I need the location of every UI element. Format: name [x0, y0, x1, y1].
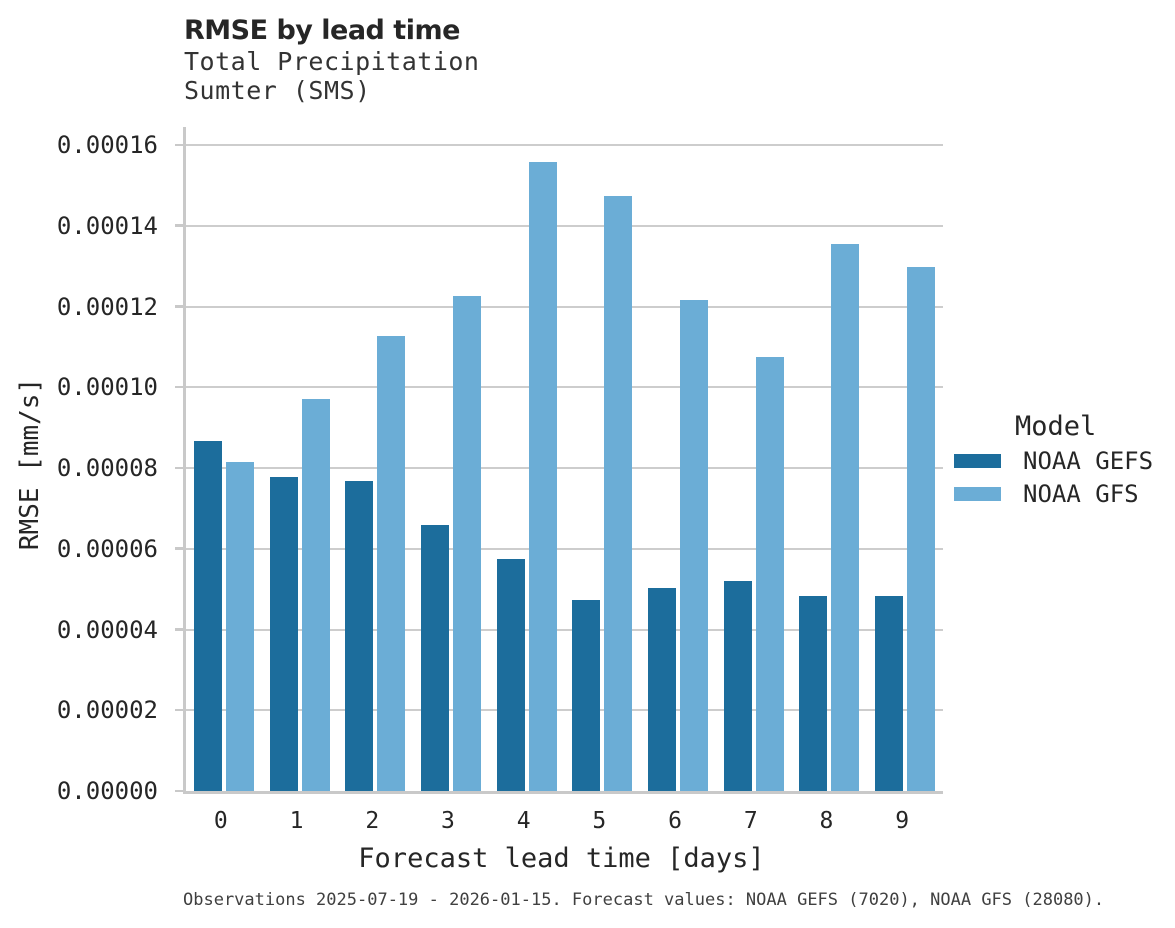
- x-tick-label-3: 3: [441, 808, 455, 834]
- legend-label-gefs: NOAA GEFS: [1023, 446, 1154, 475]
- bar-noaa-gfs-day5: [604, 196, 633, 791]
- x-tick-label-8: 8: [819, 808, 834, 834]
- bar-noaa-gfs-day9: [907, 267, 936, 791]
- bar-noaa-gefs-day3: [420, 524, 449, 791]
- chart-subtitle-line1: Total Precipitation: [184, 47, 480, 76]
- y-axis-tick-labels: 0.00000 0.00002 0.00004 0.00006 0.00008 0.000…: [0, 127, 160, 804]
- y-tick-label-0.00000: 0.00000: [56, 777, 158, 805]
- bar-noaa-gefs-day1: [269, 476, 298, 791]
- plot-area: [175, 127, 943, 794]
- gridline-0.00010: [186, 386, 943, 389]
- bar-noaa-gfs-day6: [680, 300, 709, 791]
- x-tick-label-1: 1: [289, 808, 304, 834]
- caption: Observations 2025-07-19 - 2026-01-15. Fo…: [183, 890, 1105, 910]
- gridline-0.00006: [186, 547, 943, 550]
- y-tick-mark-0.00012: [175, 305, 183, 308]
- y-tick-mark-0.00014: [175, 224, 183, 227]
- y-tick-mark-0.00004: [175, 628, 183, 631]
- bar-noaa-gfs-day0: [225, 462, 254, 791]
- y-tick-label-0.00016: 0.00016: [56, 131, 158, 159]
- x-axis-title: Forecast lead time [days]: [358, 843, 765, 874]
- y-tick-label-0.00006: 0.00006: [56, 534, 158, 563]
- legend-swatch-gfs-icon: [954, 486, 1001, 501]
- legend-label-gfs: NOAA GFS: [1023, 479, 1139, 508]
- y-tick-label-0.00010: 0.00010: [56, 373, 158, 402]
- x-tick-label-4: 4: [516, 808, 531, 834]
- bar-noaa-gefs-day2: [345, 480, 374, 791]
- bar-noaa-gefs-day4: [496, 559, 525, 791]
- gridline-0.00012: [186, 305, 943, 308]
- bar-noaa-gefs-day0: [193, 440, 222, 791]
- y-tick-mark-0.00010: [175, 385, 183, 389]
- y-tick-label-0.00014: 0.00014: [56, 211, 158, 240]
- bar-noaa-gefs-day9: [875, 596, 904, 791]
- gridline-0.00004: [186, 628, 943, 631]
- legend-title: Model: [1015, 411, 1097, 442]
- y-tick-mark-0.00002: [175, 708, 183, 712]
- y-tick-mark-0.00016: [175, 143, 183, 146]
- legend-item-noaa-gfs: NOAA GFS: [954, 477, 1175, 510]
- x-tick-label-6: 6: [668, 808, 682, 834]
- x-tick-label-2: 2: [365, 808, 380, 834]
- bar-noaa-gefs-day8: [799, 596, 828, 791]
- x-tick-label-0: 0: [213, 808, 228, 834]
- x-tick-label-7: 7: [743, 808, 758, 834]
- chart-title: RMSE by lead time: [184, 15, 460, 46]
- y-tick-label-0.00004: 0.00004: [56, 615, 158, 644]
- bar-noaa-gefs-day6: [648, 588, 677, 791]
- bar-noaa-gfs-day2: [377, 335, 406, 791]
- bar-noaa-gefs-day7: [723, 580, 752, 791]
- bar-noaa-gfs-day8: [831, 243, 860, 791]
- x-axis-tick-labels: 0 1 2 3 4 5 6 7 8 9: [183, 808, 940, 838]
- gridline-0.00014: [186, 224, 943, 227]
- gridline-0.00008: [186, 467, 943, 469]
- bar-noaa-gfs-day7: [755, 356, 784, 791]
- bar-noaa-gfs-day4: [528, 161, 557, 791]
- bar-noaa-gfs-day3: [452, 295, 481, 791]
- y-tick-label-0.00002: 0.00002: [56, 696, 158, 725]
- legend-swatch-gefs-icon: [954, 453, 1001, 468]
- y-tick-mark-0.00006: [175, 547, 183, 550]
- gridline-0.00016: [186, 144, 943, 146]
- y-tick-mark-0.00000: [175, 789, 183, 792]
- bar-noaa-gefs-day5: [572, 600, 601, 791]
- legend: Model NOAA GEFS NOAA GFS: [954, 410, 1175, 510]
- y-tick-label-0.00008: 0.00008: [56, 454, 158, 482]
- chart-header: RMSE by lead time Total Precipitation Su…: [184, 14, 479, 105]
- y-tick-label-0.00012: 0.00012: [56, 292, 158, 321]
- legend-item-noaa-gefs: NOAA GEFS: [954, 444, 1175, 477]
- x-tick-label-5: 5: [592, 808, 607, 834]
- chart-subtitle-line2: Sumter (SMS): [184, 76, 371, 105]
- y-tick-mark-0.00008: [175, 466, 183, 469]
- gridline-0.00002: [186, 709, 943, 712]
- x-tick-label-9: 9: [895, 808, 910, 834]
- bar-noaa-gfs-day1: [301, 398, 330, 791]
